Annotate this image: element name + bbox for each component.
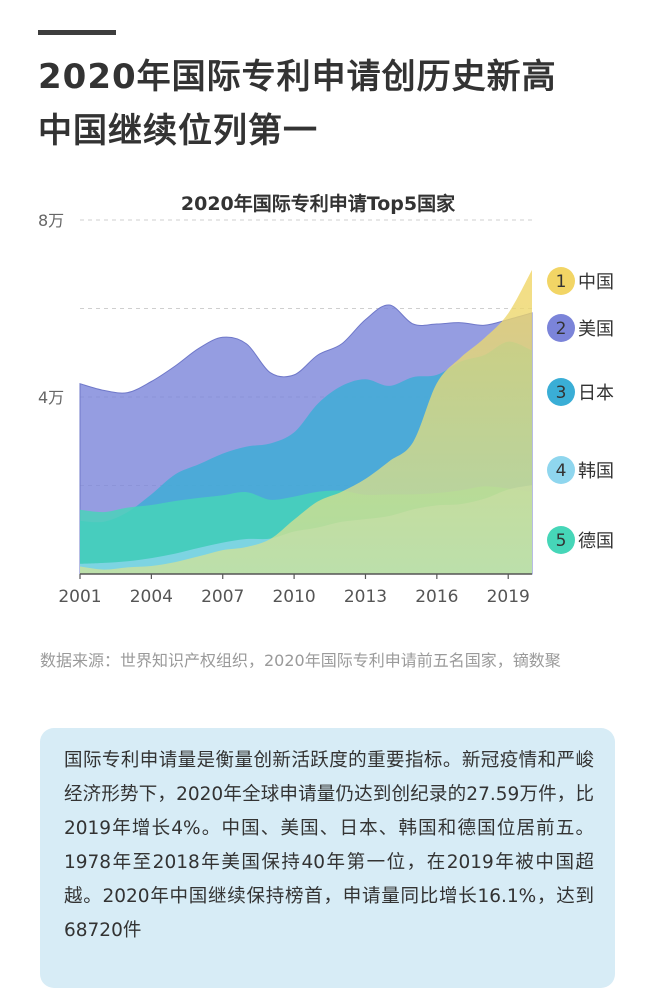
summary-box: 国际专利申请量是衡量创新活跃度的重要指标。新冠疫情和严峻经济形势下，2020年全… bbox=[40, 728, 615, 988]
x-tick-label: 2001 bbox=[58, 587, 101, 607]
headline: 2020年国际专利申请创历史新高 中国继续位列第一 bbox=[38, 50, 628, 158]
legend-marker bbox=[547, 267, 575, 295]
y-tick-label: 8万 bbox=[38, 211, 64, 230]
legend-label: 韩国 bbox=[578, 461, 614, 482]
summary-text: 国际专利申请量是衡量创新活跃度的重要指标。新冠疫情和严峻经济形势下，2020年全… bbox=[64, 750, 594, 941]
x-tick-label: 2010 bbox=[272, 587, 315, 607]
area-4 bbox=[80, 269, 532, 574]
y-tick-label: 4万 bbox=[38, 388, 64, 407]
headline-line-2: 中国继续位列第一 bbox=[38, 111, 318, 151]
data-source: 数据来源：世界知识产权组织，2020年国际专利申请前五名国家，镝数聚 bbox=[40, 651, 561, 670]
legend-marker bbox=[547, 456, 575, 484]
legend-label: 美国 bbox=[578, 319, 614, 340]
headline-line-1: 2020年国际专利申请创历史新高 bbox=[38, 57, 557, 97]
legend-label: 日本 bbox=[578, 383, 614, 404]
legend: 1 中国 2 美国 3 日本 4 韩国 5 德国 bbox=[547, 267, 614, 554]
legend-item: 3 日本 bbox=[547, 378, 614, 406]
x-tick-label: 2007 bbox=[201, 587, 244, 607]
legend-item: 4 韩国 bbox=[547, 456, 614, 484]
legend-rank: 3 bbox=[556, 383, 567, 403]
legend-marker bbox=[547, 378, 575, 406]
legend-marker bbox=[547, 314, 575, 342]
top-rule bbox=[38, 30, 116, 35]
legend-label: 中国 bbox=[578, 272, 614, 293]
legend-label: 德国 bbox=[578, 531, 614, 552]
chart-title: 2020年国际专利申请Top5国家 bbox=[181, 192, 456, 215]
legend-item: 1 中国 bbox=[547, 267, 614, 295]
x-tick-label: 2016 bbox=[415, 587, 458, 607]
x-tick-label: 2013 bbox=[344, 587, 387, 607]
legend-rank: 1 bbox=[556, 272, 567, 292]
legend-marker bbox=[547, 526, 575, 554]
legend-rank: 2 bbox=[556, 319, 567, 339]
legend-item: 5 德国 bbox=[547, 526, 614, 554]
legend-item: 2 美国 bbox=[547, 314, 614, 342]
legend-rank: 5 bbox=[556, 531, 567, 551]
x-axis: 2001 2004 2007 2010 2013 2016 2019 bbox=[58, 573, 532, 607]
legend-rank: 4 bbox=[556, 461, 567, 481]
series-areas bbox=[79, 269, 533, 575]
x-tick-label: 2019 bbox=[487, 587, 530, 607]
y-axis: 4万 8万 bbox=[38, 211, 64, 407]
x-tick-label: 2004 bbox=[130, 587, 173, 607]
